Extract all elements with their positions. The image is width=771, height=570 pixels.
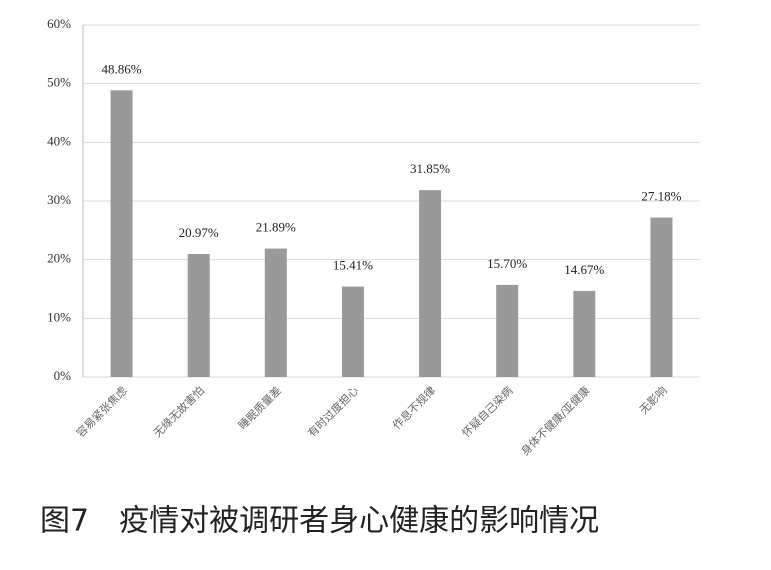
bar <box>650 217 673 377</box>
x-tick-label: 有时过度担心 <box>305 383 362 440</box>
y-tick-label: 20% <box>47 251 71 266</box>
x-tick-label: 容易紧张焦虑 <box>73 383 130 440</box>
value-label: 14.67% <box>564 262 604 277</box>
value-label: 48.86% <box>102 61 142 76</box>
x-tick-label: 无缘无故害怕 <box>150 383 207 440</box>
x-tick-label: 作息不规律 <box>390 383 439 432</box>
bar <box>110 90 133 377</box>
y-tick-label: 50% <box>47 75 71 90</box>
bar <box>419 190 442 377</box>
x-tick-label: 怀疑自己染病 <box>459 383 516 440</box>
bar <box>573 290 596 377</box>
value-label: 20.97% <box>179 225 219 240</box>
y-tick-label: 10% <box>47 309 71 324</box>
value-label: 15.70% <box>487 256 527 271</box>
value-label: 21.89% <box>256 220 296 235</box>
y-tick-label: 30% <box>47 192 71 207</box>
chart-title: 图7 疫情对被调研者身心健康的影响情况 <box>40 504 599 539</box>
x-tick-label: 睡眠质量差 <box>235 383 284 432</box>
bar <box>264 248 287 377</box>
bar <box>496 284 519 377</box>
bar <box>341 286 364 377</box>
bar <box>187 253 210 377</box>
y-tick-label: 60% <box>47 16 71 31</box>
value-label: 31.85% <box>410 161 450 176</box>
x-tick-label: 身体不健康/亚健康 <box>518 383 593 458</box>
value-label: 27.18% <box>641 189 681 204</box>
y-tick-label: 0% <box>54 368 72 383</box>
y-tick-label: 40% <box>47 133 71 148</box>
value-label: 15.41% <box>333 258 373 273</box>
x-tick-label: 无影响 <box>637 384 670 417</box>
